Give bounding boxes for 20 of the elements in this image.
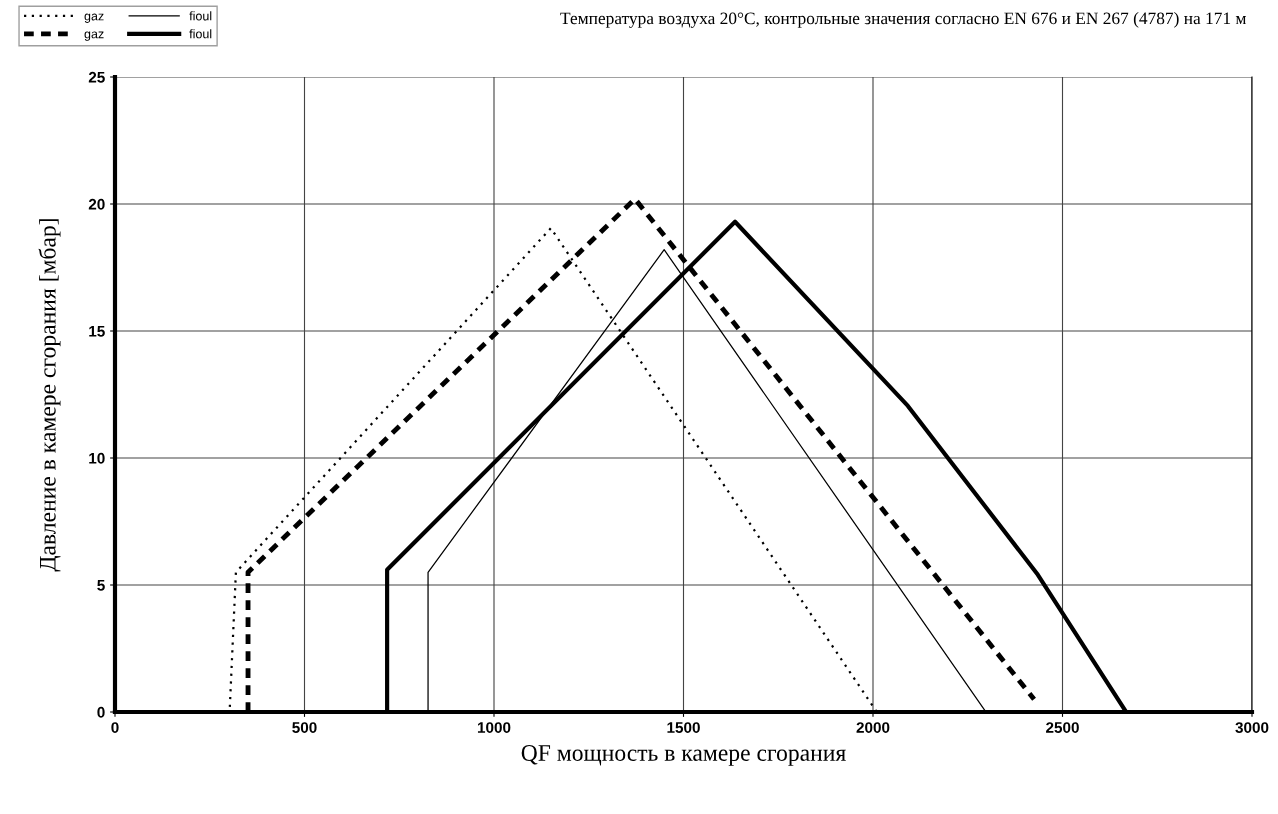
y-tick-label: 20 bbox=[88, 198, 105, 210]
x-tick-label: 2500 bbox=[1046, 722, 1079, 733]
y-tick-label: 0 bbox=[97, 706, 105, 718]
y-tick-label: 15 bbox=[89, 326, 105, 337]
y-axis-title: Давление в камере сгорания [мбар] bbox=[38, 219, 61, 572]
legend-label: fioul bbox=[189, 29, 212, 39]
x-tick-label: 0 bbox=[111, 722, 119, 733]
x-tick-label: 500 bbox=[292, 722, 317, 733]
legend-label: gaz bbox=[84, 31, 104, 41]
x-tick-label: 1000 bbox=[477, 722, 511, 733]
text: Температура воздуха 20°C, контрольные значения согласно EN 676 и EN 267 (4787) на 171 м bbox=[560, 12, 1247, 28]
y-tick-label: 25 bbox=[88, 71, 105, 83]
x-tick-label: 1500 bbox=[667, 722, 700, 733]
legend-label: gaz bbox=[84, 13, 104, 23]
y-tick-label: 5 bbox=[97, 580, 105, 591]
x-tick-label: 2000 bbox=[856, 722, 890, 733]
y-tick-label: 10 bbox=[89, 452, 105, 464]
legend-label: fioul bbox=[189, 11, 212, 21]
x-tick-label: 3000 bbox=[1235, 722, 1269, 733]
x-axis-title: QF мощность в камере сгорания bbox=[521, 745, 846, 766]
